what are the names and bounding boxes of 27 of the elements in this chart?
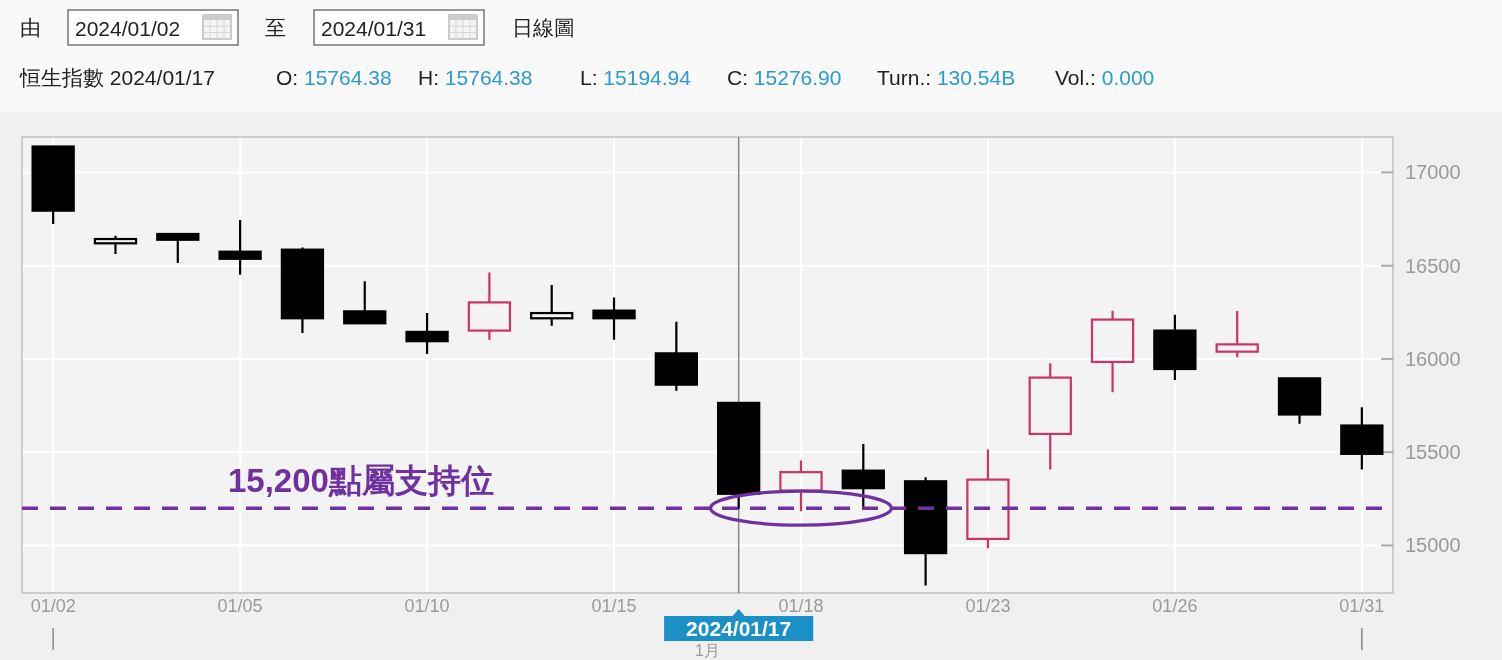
text: Vol.: 0.000 — [1055, 66, 1155, 89]
text: H: 15764.38 — [418, 66, 533, 89]
x-tick-label: 01/10 — [404, 596, 450, 616]
y-tick-label: 17000 — [1405, 161, 1461, 184]
x-tick-label: 01/05 — [217, 596, 263, 616]
x-tick-label: 2024/01/17 — [686, 617, 792, 640]
x-tick-label: 01/26 — [1152, 596, 1198, 616]
text: 由 — [20, 16, 41, 39]
y-tick-label: 15000 — [1405, 534, 1461, 557]
x-tick-label: 01/15 — [591, 596, 637, 616]
y-tick-label: 15500 — [1405, 441, 1461, 464]
text: 日線圖 — [512, 16, 575, 39]
text: Turn.: 130.54B — [877, 66, 1016, 89]
y-tick-label: 16500 — [1405, 254, 1461, 277]
y-tick-label: 16000 — [1405, 347, 1461, 370]
text: L: 15194.94 — [580, 66, 692, 89]
text: 1月 — [695, 642, 720, 659]
ref-line-label: 15,200點屬支持位 — [228, 462, 494, 500]
text: C: 15276.90 — [727, 66, 842, 89]
chart-title: 恒生指數 2024/01/17 — [19, 66, 215, 89]
text: 2024/01/02 — [75, 17, 181, 40]
x-tick-label: 01/02 — [30, 596, 76, 616]
text: 至 — [265, 16, 286, 39]
x-tick-label: 01/31 — [1339, 596, 1385, 616]
x-tick-label: 01/23 — [965, 596, 1011, 616]
text: 2024/01/31 — [321, 17, 427, 40]
text: O: 15764.38 — [276, 66, 392, 89]
